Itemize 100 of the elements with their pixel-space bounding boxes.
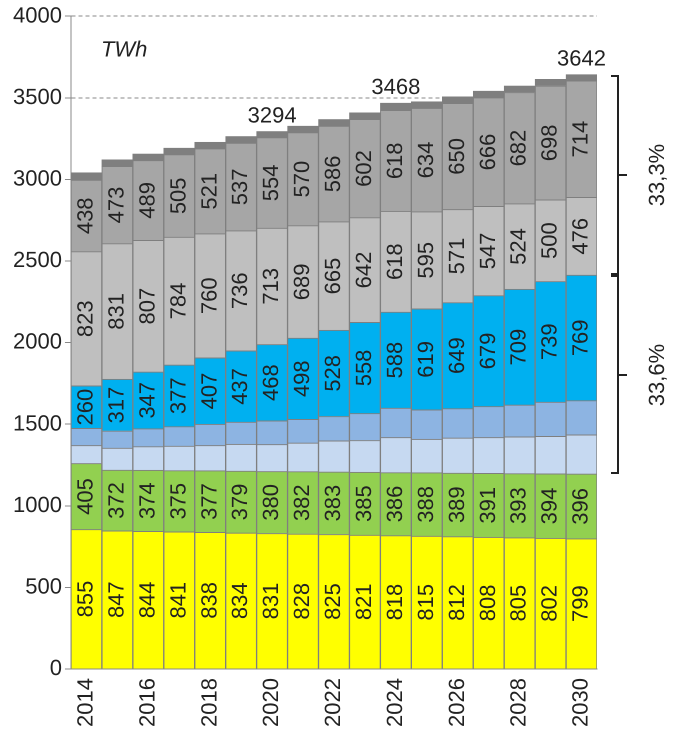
data-label: 831	[258, 582, 284, 620]
data-label: 713	[258, 268, 284, 305]
x-tick-label: 2030	[568, 678, 593, 728]
data-label: 498	[289, 360, 314, 398]
annotation: 3294	[248, 102, 297, 128]
data-label: 383	[320, 484, 346, 522]
data-label: 838	[196, 582, 222, 619]
data-label: 698	[536, 124, 562, 162]
data-label: 317	[103, 386, 128, 424]
data-label: 844	[134, 582, 160, 618]
data-label: 802	[536, 585, 562, 622]
data-label: 405	[72, 478, 98, 515]
y-tick-label: 3000	[12, 165, 62, 190]
data-label: 847	[103, 581, 128, 618]
data-label: 649	[444, 337, 469, 374]
data-label: 825	[320, 583, 346, 620]
y-axis-title: TWh	[100, 36, 148, 62]
data-label: 818	[382, 584, 407, 620]
data-label: 571	[444, 238, 469, 274]
data-label: 389	[444, 486, 469, 524]
data-label: 394	[536, 488, 562, 524]
data-label: 547	[474, 232, 500, 270]
x-tick-label: 2026	[444, 678, 469, 728]
data-label: 537	[227, 168, 252, 206]
text: 33,6%	[644, 343, 670, 406]
data-label: 473	[103, 186, 128, 224]
data-label: 437	[227, 368, 252, 405]
data-label: 524	[506, 228, 531, 265]
data-label: 831	[103, 293, 128, 330]
data-label: 521	[196, 172, 222, 210]
data-label: 805	[506, 584, 531, 622]
annotation: 3642	[557, 46, 606, 71]
data-label: 650	[444, 138, 469, 175]
data-label: 736	[227, 272, 252, 310]
y-tick-label: 2000	[12, 328, 62, 354]
data-label: 769	[568, 319, 593, 356]
data-label: 618	[382, 243, 407, 280]
data-label: 679	[474, 332, 500, 370]
y-tick-label: 2500	[12, 247, 62, 272]
data-label: 784	[165, 282, 190, 320]
data-label: 821	[350, 583, 376, 620]
data-label: 855	[72, 580, 98, 618]
data-label: 815	[412, 584, 438, 621]
data-label: 347	[134, 382, 160, 419]
data-label: 619	[412, 341, 438, 378]
data-label: 386	[382, 486, 407, 522]
data-label: 642	[350, 252, 376, 288]
data-label: 260	[72, 388, 98, 426]
data-label: 388	[412, 486, 438, 523]
data-label: 588	[382, 342, 407, 378]
data-label: 760	[196, 277, 222, 314]
data-label: 375	[165, 482, 190, 520]
data-label: 823	[72, 300, 98, 338]
data-label: 438	[72, 197, 98, 234]
y-tick-label: 500	[25, 574, 62, 599]
data-label: 709	[506, 328, 531, 366]
data-label: 634	[412, 142, 438, 178]
data-label: 812	[444, 584, 469, 621]
data-label: 841	[165, 582, 190, 619]
data-label: 807	[134, 288, 160, 325]
y-tick-label: 3500	[12, 84, 62, 109]
data-label: 714	[568, 120, 593, 158]
x-tick-label: 2018	[196, 678, 222, 728]
data-label: 618	[382, 142, 407, 180]
x-tick-label: 2024	[382, 678, 407, 728]
x-tick-label: 2028	[506, 678, 531, 728]
data-label: 476	[568, 218, 593, 255]
annotation: 3468	[371, 74, 420, 100]
data-label: 554	[258, 164, 284, 202]
data-label: 396	[568, 488, 593, 525]
data-label: 828	[289, 582, 314, 620]
x-tick-label: 2022	[320, 678, 346, 728]
data-label: 393	[506, 487, 531, 524]
data-label: 489	[134, 182, 160, 219]
data-label: 391	[474, 486, 500, 524]
data-label: 739	[536, 323, 562, 360]
y-tick-label: 1000	[12, 492, 62, 517]
data-label: 689	[289, 263, 314, 300]
data-label: 377	[196, 483, 222, 520]
data-label: 799	[568, 585, 593, 622]
data-label: 379	[227, 484, 252, 520]
y-tick-label: 0	[50, 655, 62, 680]
data-label: 382	[289, 484, 314, 522]
data-label: 385	[350, 485, 376, 522]
data-label: 595	[412, 242, 438, 279]
data-label: 586	[320, 156, 346, 192]
data-label: 602	[350, 150, 376, 187]
data-label: 500	[536, 222, 562, 259]
data-label: 372	[103, 482, 128, 519]
data-label: 468	[258, 364, 284, 401]
x-tick-label: 2014	[72, 678, 98, 728]
data-label: 808	[474, 584, 500, 622]
data-label: 682	[506, 130, 531, 166]
data-label: 666	[474, 134, 500, 170]
data-label: 558	[350, 350, 376, 386]
data-label: 528	[320, 354, 346, 392]
x-tick-label: 2016	[134, 678, 160, 728]
y-tick-label: 4000	[12, 2, 62, 28]
data-label: 834	[227, 582, 252, 620]
data-label: 665	[320, 258, 346, 294]
